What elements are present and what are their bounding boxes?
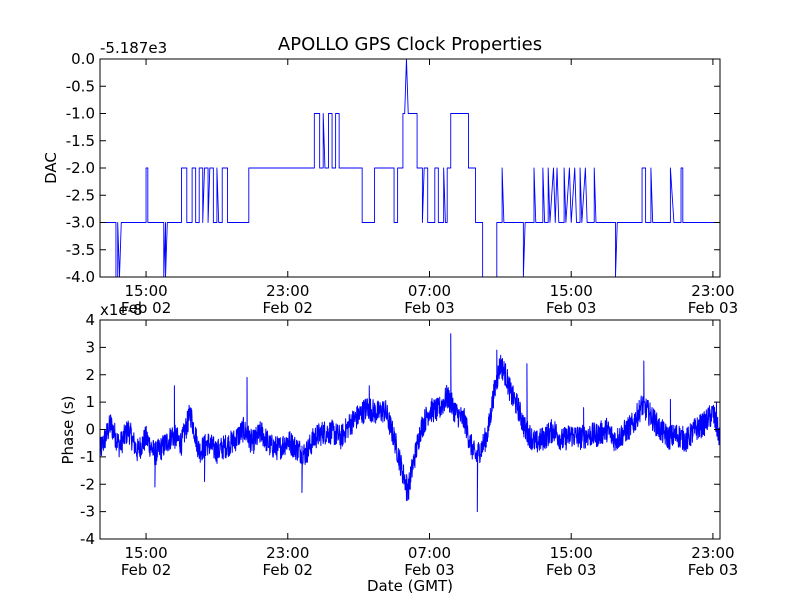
phase-series-line	[100, 333, 720, 513]
dac-xtick-date-label: Feb 02	[121, 299, 171, 317]
dac-xtick-date-label: Feb 02	[263, 299, 313, 317]
dac-ytick-label: -2.0	[66, 159, 95, 177]
phase-ytick-label: -4	[80, 530, 95, 548]
dac-y-axis-label: DAC	[42, 152, 60, 184]
phase-ytick-label: -3	[80, 503, 95, 521]
phase-ytick-label: 3	[85, 338, 95, 356]
phase-xtick-date-label: Feb 02	[121, 561, 171, 579]
phase-ytick-label: 1	[85, 393, 95, 411]
dac-xtick-time-label: 15:00	[124, 282, 167, 300]
chart-title: APOLLO GPS Clock Properties	[278, 34, 542, 55]
phase-x-axis-label: Date (GMT)	[367, 577, 453, 595]
dac-xtick-date-label: Feb 03	[688, 299, 738, 317]
dac-xtick-time-label: 23:00	[691, 282, 734, 300]
dac-xtick-date-label: Feb 03	[404, 299, 454, 317]
dac-offset-label: -5.187e3	[100, 39, 167, 57]
dac-xtick-time-label: 23:00	[266, 282, 309, 300]
phase-xtick-date-label: Feb 02	[263, 561, 313, 579]
dac-xtick-date-label: Feb 03	[546, 299, 596, 317]
dac-ytick-label: -3.0	[66, 214, 95, 232]
phase-ytick-label: -1	[80, 448, 95, 466]
dac-ytick-label: -1.0	[66, 105, 95, 123]
phase-xtick-date-label: Feb 03	[546, 561, 596, 579]
dac-panel: -5.187e3 0.0 -0.5 -1.0 -1.5 -2.0 -2.5 -3.0 -3.5…	[42, 39, 738, 317]
dac-series-line	[100, 59, 720, 277]
phase-xtick-time-label: 15:00	[550, 544, 593, 562]
phase-ytick-label: -2	[80, 475, 95, 493]
phase-xtick-time-label: 15:00	[124, 544, 167, 562]
phase-ytick-label: 0	[85, 421, 95, 439]
dac-ytick-label: -2.5	[66, 186, 95, 204]
dac-ytick-label: -4.0	[66, 268, 95, 286]
phase-offset-label: x1e-8	[100, 301, 143, 319]
dac-ytick-label: 0.0	[71, 50, 95, 68]
dac-ytick-label: -1.5	[66, 132, 95, 150]
phase-xtick-time-label: 07:00	[408, 544, 451, 562]
dac-ytick-label: -3.5	[66, 241, 95, 259]
phase-ytick-label: 4	[85, 311, 95, 329]
dac-xtick-time-label: 07:00	[408, 282, 451, 300]
phase-ytick-label: 2	[85, 366, 95, 384]
phase-xtick-date-label: Feb 03	[688, 561, 738, 579]
phase-xtick-time-label: 23:00	[266, 544, 309, 562]
dac-ytick-label: -0.5	[66, 77, 95, 95]
phase-y-axis-label: Phase (s)	[59, 395, 77, 464]
dac-xtick-time-label: 15:00	[550, 282, 593, 300]
phase-xtick-date-label: Feb 03	[404, 561, 454, 579]
phase-xtick-time-label: 23:00	[691, 544, 734, 562]
